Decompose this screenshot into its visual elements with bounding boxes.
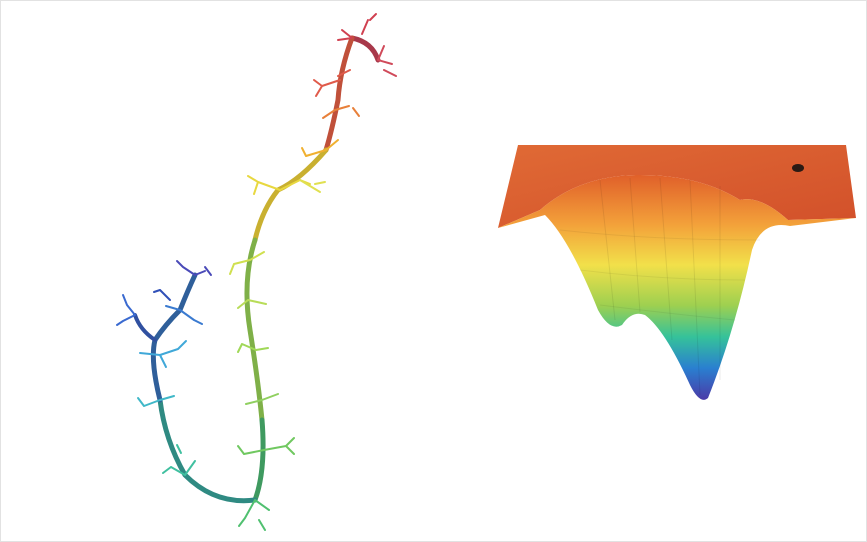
tree-branches bbox=[116, 13, 397, 531]
surface bbox=[498, 145, 856, 400]
